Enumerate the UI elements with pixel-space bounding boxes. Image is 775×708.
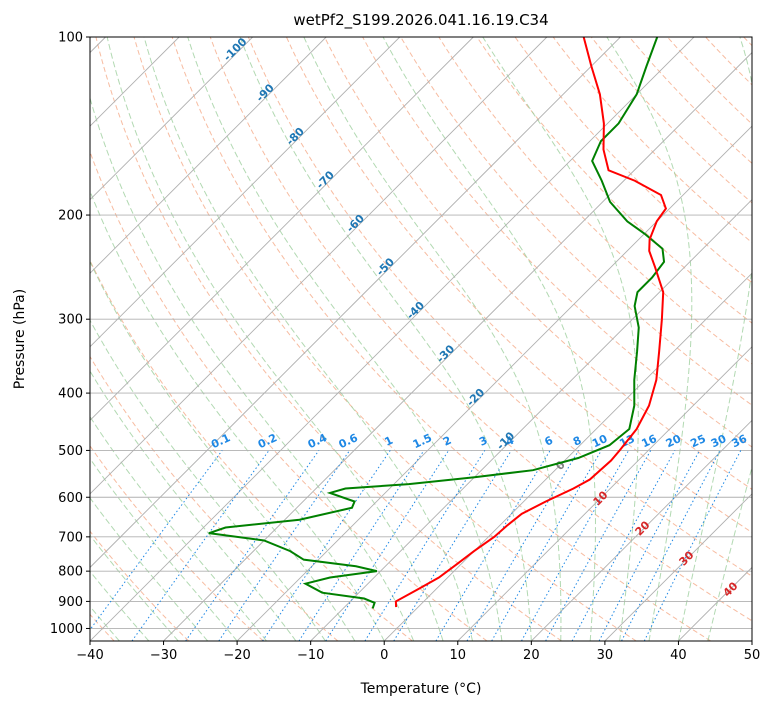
x-axis-label: Temperature (°C) <box>360 681 482 697</box>
isotherm-line <box>236 125 752 641</box>
moist-adiabat-line <box>90 457 238 641</box>
moist-adiabat-line <box>90 415 267 641</box>
mixing-ratio-line <box>298 450 425 641</box>
dry-adiabat-line <box>400 37 752 406</box>
mixing-ratio-label: 10 <box>590 432 610 450</box>
y-tick-label: 200 <box>58 209 83 224</box>
x-tick-label: −30 <box>150 648 177 663</box>
isotherm-line <box>383 272 752 641</box>
mixing-ratio-label: 16 <box>640 432 660 450</box>
y-tick-label: 700 <box>58 530 83 545</box>
moist-adiabat-line <box>90 497 209 641</box>
y-tick-label: 900 <box>58 595 83 610</box>
x-axis: −40 −30 −20 −10 0 10 20 30 40 50 <box>76 641 760 663</box>
dry-adiabat-line <box>324 37 752 490</box>
isotherm-line <box>90 37 474 421</box>
plot-frame <box>89 36 753 642</box>
mixing-ratio-line <box>643 450 742 641</box>
mixing-ratio-line <box>262 450 391 641</box>
mixing-ratio-lines <box>90 450 742 641</box>
moist-adiabat-line <box>90 534 179 641</box>
dry-adiabat-line <box>209 37 752 622</box>
moist-adiabats <box>90 37 752 641</box>
dry-adiabat-line <box>133 37 637 641</box>
isotherm-line <box>604 493 752 641</box>
x-tick-label: 0 <box>380 648 388 663</box>
moist-adiabat-line <box>90 260 356 641</box>
mixing-ratio-line <box>325 450 450 641</box>
x-tick-label: −10 <box>297 648 324 663</box>
mixing-ratio-line <box>185 450 320 641</box>
chart-title: wetPf2_S199.2026.041.16.19.C34 <box>293 11 548 30</box>
dry-adiabat-line <box>90 530 190 641</box>
isotherm-line <box>90 37 327 274</box>
mixing-ratio-line <box>131 450 270 641</box>
y-tick-label: 400 <box>58 387 83 402</box>
y-tick-label: 800 <box>58 565 83 580</box>
x-tick-label: 40 <box>670 648 687 663</box>
y-tick-label: 1000 <box>50 622 83 637</box>
mixing-ratio-label: 30 <box>709 432 729 450</box>
x-tick-label: 50 <box>744 648 761 663</box>
x-tick-label: 20 <box>523 648 540 663</box>
moist-adiabat-line <box>239 37 532 641</box>
y-tick-label: 300 <box>58 313 83 328</box>
isotherm-line <box>90 37 621 569</box>
x-tick-label: 30 <box>597 648 614 663</box>
isotherm-line <box>90 37 253 201</box>
isotherm-line <box>531 419 752 641</box>
y-axis: 100 200 300 400 500 600 700 800 900 1000 <box>50 31 90 637</box>
mixing-ratio-line <box>218 450 351 641</box>
dry-adiabat-line <box>247 37 752 577</box>
x-tick-label: −20 <box>223 648 250 663</box>
moist-adiabat-line <box>482 37 639 641</box>
moist-adiabat-line <box>143 37 473 641</box>
mixing-ratio-line <box>521 450 630 641</box>
mixing-ratio-label: 25 <box>688 432 707 450</box>
isotherm-line <box>310 199 752 641</box>
isotherm-line <box>457 346 752 641</box>
temperature-line <box>394 37 668 608</box>
mixing-ratio-label: 36 <box>730 432 750 450</box>
dry-adiabat-line <box>171 37 712 641</box>
moist-adiabat-line <box>382 37 596 641</box>
mixing-ratio-label: 20 <box>664 432 684 450</box>
pressure-gridlines <box>90 37 752 629</box>
mixing-ratio-line <box>545 450 652 641</box>
mixing-ratio-line <box>571 450 676 641</box>
dry-adiabat-line <box>90 355 339 641</box>
isotherm-line <box>90 37 548 495</box>
dewpoint-line <box>208 37 666 609</box>
moist-adiabat-line <box>106 37 444 641</box>
moist-adiabat-line <box>606 37 693 641</box>
x-tick-label: 10 <box>450 648 467 663</box>
mixing-ratio-line <box>393 450 512 641</box>
mixing-ratio-line <box>90 450 223 631</box>
y-tick-label: 500 <box>58 444 83 459</box>
y-axis-label: Pressure (hPa) <box>12 289 28 389</box>
x-tick-label: −40 <box>76 648 103 663</box>
dry-adiabat-line <box>95 37 562 641</box>
isotherms <box>90 37 752 641</box>
moist-adiabat-line <box>90 370 297 641</box>
isotherm-line <box>90 37 401 348</box>
isotherm-line <box>90 37 695 641</box>
dry-adiabat-line <box>476 37 752 324</box>
moist-adiabat-line <box>677 37 752 641</box>
dry-adiabat-line <box>90 150 488 641</box>
dry-adiabat-line <box>90 444 264 641</box>
moist-adiabat-line <box>303 37 562 641</box>
y-tick-label: 100 <box>58 31 83 46</box>
dry-adiabat-line <box>514 37 752 284</box>
y-tick-label: 600 <box>58 491 83 506</box>
